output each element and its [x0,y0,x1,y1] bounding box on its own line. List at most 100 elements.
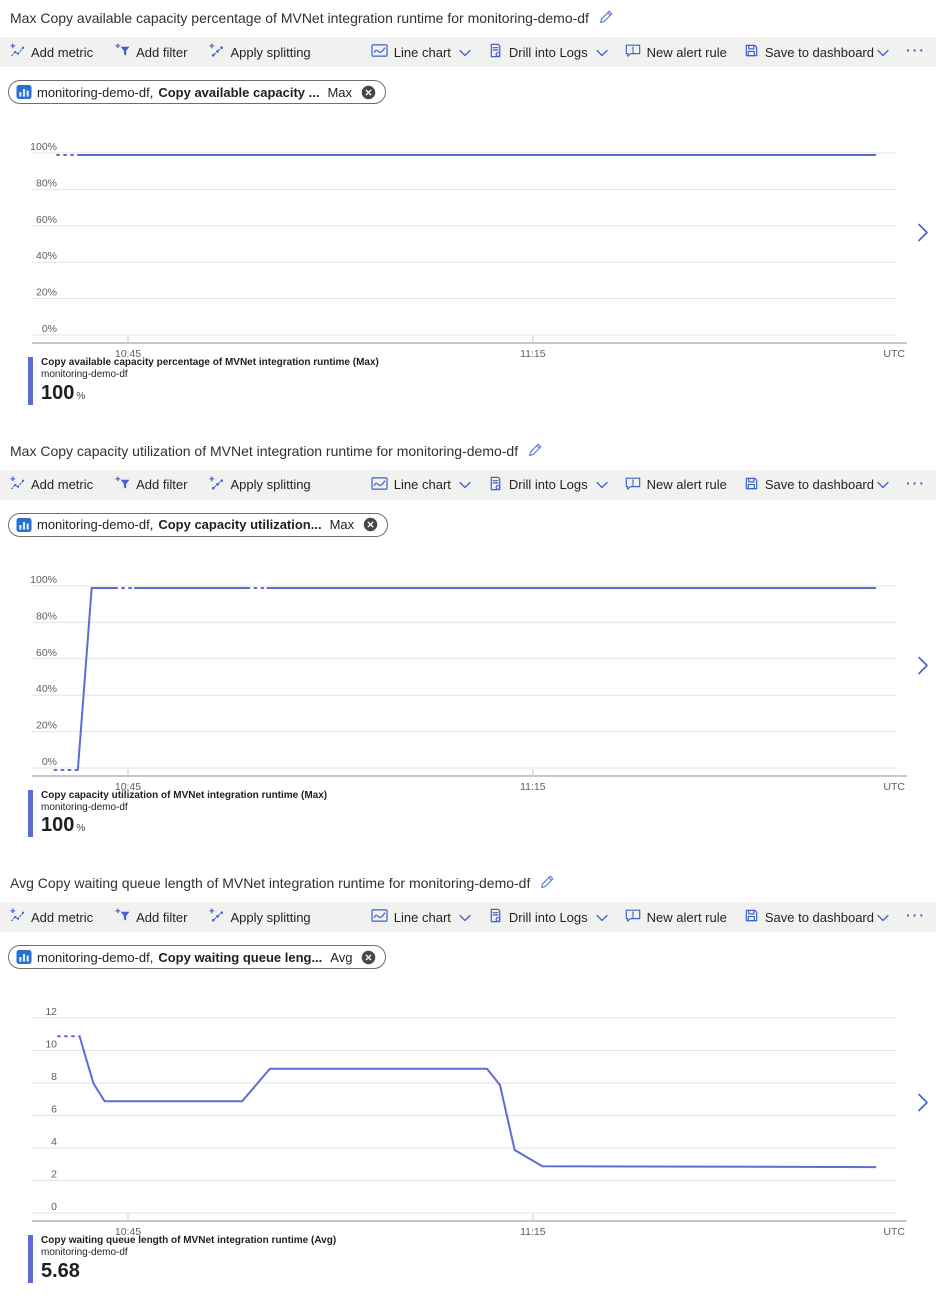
apply-splitting-button[interactable]: Apply splitting [209,43,311,61]
svg-text:UTC: UTC [883,781,905,793]
line-chart-icon [371,43,388,61]
svg-text:11:15: 11:15 [520,781,546,793]
add-filter-icon [115,475,130,494]
remove-metric-button[interactable] [361,950,376,965]
pill-aggregation: Max [327,84,353,100]
drill-into-logs-button[interactable]: Drill into Logs [488,476,608,494]
apply-splitting-button[interactable]: Apply splitting [209,475,311,494]
expand-chart-button[interactable] [917,223,929,242]
edit-title-icon[interactable] [527,441,544,461]
svg-text:2: 2 [51,1169,57,1181]
pill-resource-name: monitoring-demo-df, [37,949,154,965]
metric-pill[interactable]: monitoring-demo-df, Copy available capac… [8,80,387,104]
apply-splitting-icon [209,475,224,494]
apply-splitting-label: Apply splitting [230,909,311,925]
metrics-page: Max Copy available capacity percentage o… [0,0,936,1283]
new-alert-rule-button[interactable]: New alert rule [625,908,727,926]
save-to-dashboard-label: Save to dashboard [764,44,874,60]
apply-splitting-label: Apply splitting [230,477,311,492]
legend-item[interactable]: Copy waiting queue length of MVNet integ… [28,1235,936,1283]
metric-pill-row: monitoring-demo-df, Copy capacity utiliz… [0,500,936,538]
remove-metric-button[interactable] [361,85,376,100]
add-metric-button[interactable]: Add metric [10,908,93,926]
metric-chart-section: Avg Copy waiting queue length of MVNet i… [0,865,936,1283]
save-to-dashboard-label: Save to dashboard [764,477,874,492]
add-metric-label: Add metric [31,44,94,60]
new-alert-rule-button[interactable]: New alert rule [625,43,727,61]
legend-item[interactable]: Copy available capacity percentage of MV… [28,357,936,405]
chart-title-row: Max Copy available capacity percentage o… [0,0,936,37]
expand-chart-button[interactable] [917,656,929,675]
chevron-down-icon [596,477,608,492]
metrics-chart[interactable]: 0 2 4 6 8 10 12 10:45 11:15 UTC [0,1004,936,1239]
save-to-dashboard-button[interactable]: Save to dashboard [744,908,889,926]
metrics-chart[interactable]: 0% 20% 40% 60% 80% 100% 10:45 11:15 UTC [0,139,936,361]
svg-text:4: 4 [51,1136,57,1148]
pill-aggregation: Avg [330,949,353,965]
add-filter-label: Add filter [136,477,188,492]
more-options-button[interactable]: ··· [906,907,926,923]
add-metric-label: Add metric [31,477,94,492]
new-alert-rule-icon [625,908,641,926]
legend-color-bar [28,789,33,837]
add-metric-button[interactable]: Add metric [10,475,94,494]
svg-text:0%: 0% [42,756,57,768]
add-filter-button[interactable]: Add filter [115,475,188,494]
apply-splitting-button[interactable]: Apply splitting [209,908,311,926]
save-to-dashboard-icon [744,43,759,61]
add-metric-icon [10,908,25,926]
chart-title-row: Avg Copy waiting queue length of MVNet i… [0,865,936,902]
legend-metric-name: Copy capacity utilization of MVNet integ… [41,789,328,801]
add-filter-button[interactable]: Add filter [115,43,187,61]
svg-text:12: 12 [45,1006,57,1018]
chart-title: Avg Copy waiting queue length of MVNet i… [10,875,531,891]
drill-into-logs-button[interactable]: Drill into Logs [488,908,608,926]
apply-splitting-icon [209,908,224,926]
chart-area: 0 2 4 6 8 10 12 10:45 11:15 UTC [0,1004,936,1239]
remove-metric-button[interactable] [363,517,378,532]
legend-item[interactable]: Copy capacity utilization of MVNet integ… [28,789,936,837]
add-filter-button[interactable]: Add filter [115,908,187,926]
save-to-dashboard-button[interactable]: Save to dashboard [744,43,889,61]
chart-type-label: Line chart [393,909,451,925]
line-chart-icon [371,908,388,926]
legend-metric-name: Copy available capacity percentage of MV… [41,357,379,368]
save-to-dashboard-button[interactable]: Save to dashboard [744,476,889,494]
metrics-chart[interactable]: 0% 20% 40% 60% 80% 100% 10:45 11:15 UTC [0,572,936,794]
pill-metric-name: Copy available capacity ... [158,84,320,100]
edit-title-icon[interactable] [598,8,615,28]
chevron-down-icon [459,45,471,60]
chart-type-button[interactable]: Line chart [371,908,471,926]
legend-resource-name: monitoring-demo-df [41,801,128,813]
svg-text:0%: 0% [42,323,57,335]
metric-pill[interactable]: monitoring-demo-df, Copy waiting queue l… [8,945,387,969]
svg-text:60%: 60% [36,646,57,658]
chart-title: Max Copy available capacity percentage o… [10,10,589,26]
metric-pill[interactable]: monitoring-demo-df, Copy capacity utiliz… [8,512,389,537]
legend-metric-name: Copy waiting queue length of MVNet integ… [41,1235,337,1246]
svg-text:11:15: 11:15 [520,348,546,360]
more-options-button[interactable]: ··· [906,42,926,58]
svg-text:11:15: 11:15 [520,1226,546,1238]
chart-type-button[interactable]: Line chart [371,43,471,61]
legend-resource-name: monitoring-demo-df [41,369,128,380]
add-metric-button[interactable]: Add metric [10,43,93,61]
drill-into-logs-icon [488,43,503,61]
pill-metric-name: Copy capacity utilization... [158,517,322,532]
chart-type-button[interactable]: Line chart [371,476,471,494]
drill-into-logs-label: Drill into Logs [508,44,588,60]
add-metric-label: Add metric [31,909,94,925]
pill-aggregation: Max [329,517,355,532]
chevron-down-icon [596,45,608,60]
new-alert-rule-label: New alert rule [646,477,727,492]
add-metric-icon [10,43,25,61]
svg-text:100%: 100% [30,574,57,586]
new-alert-rule-button[interactable]: New alert rule [625,476,727,494]
expand-chart-button[interactable] [917,1093,929,1112]
drill-into-logs-icon [488,908,503,926]
more-options-button[interactable]: ··· [906,474,926,491]
svg-text:40%: 40% [36,683,57,695]
edit-title-icon[interactable] [539,873,556,893]
chart-title: Max Copy capacity utilization of MVNet i… [10,442,519,459]
drill-into-logs-button[interactable]: Drill into Logs [488,43,608,61]
